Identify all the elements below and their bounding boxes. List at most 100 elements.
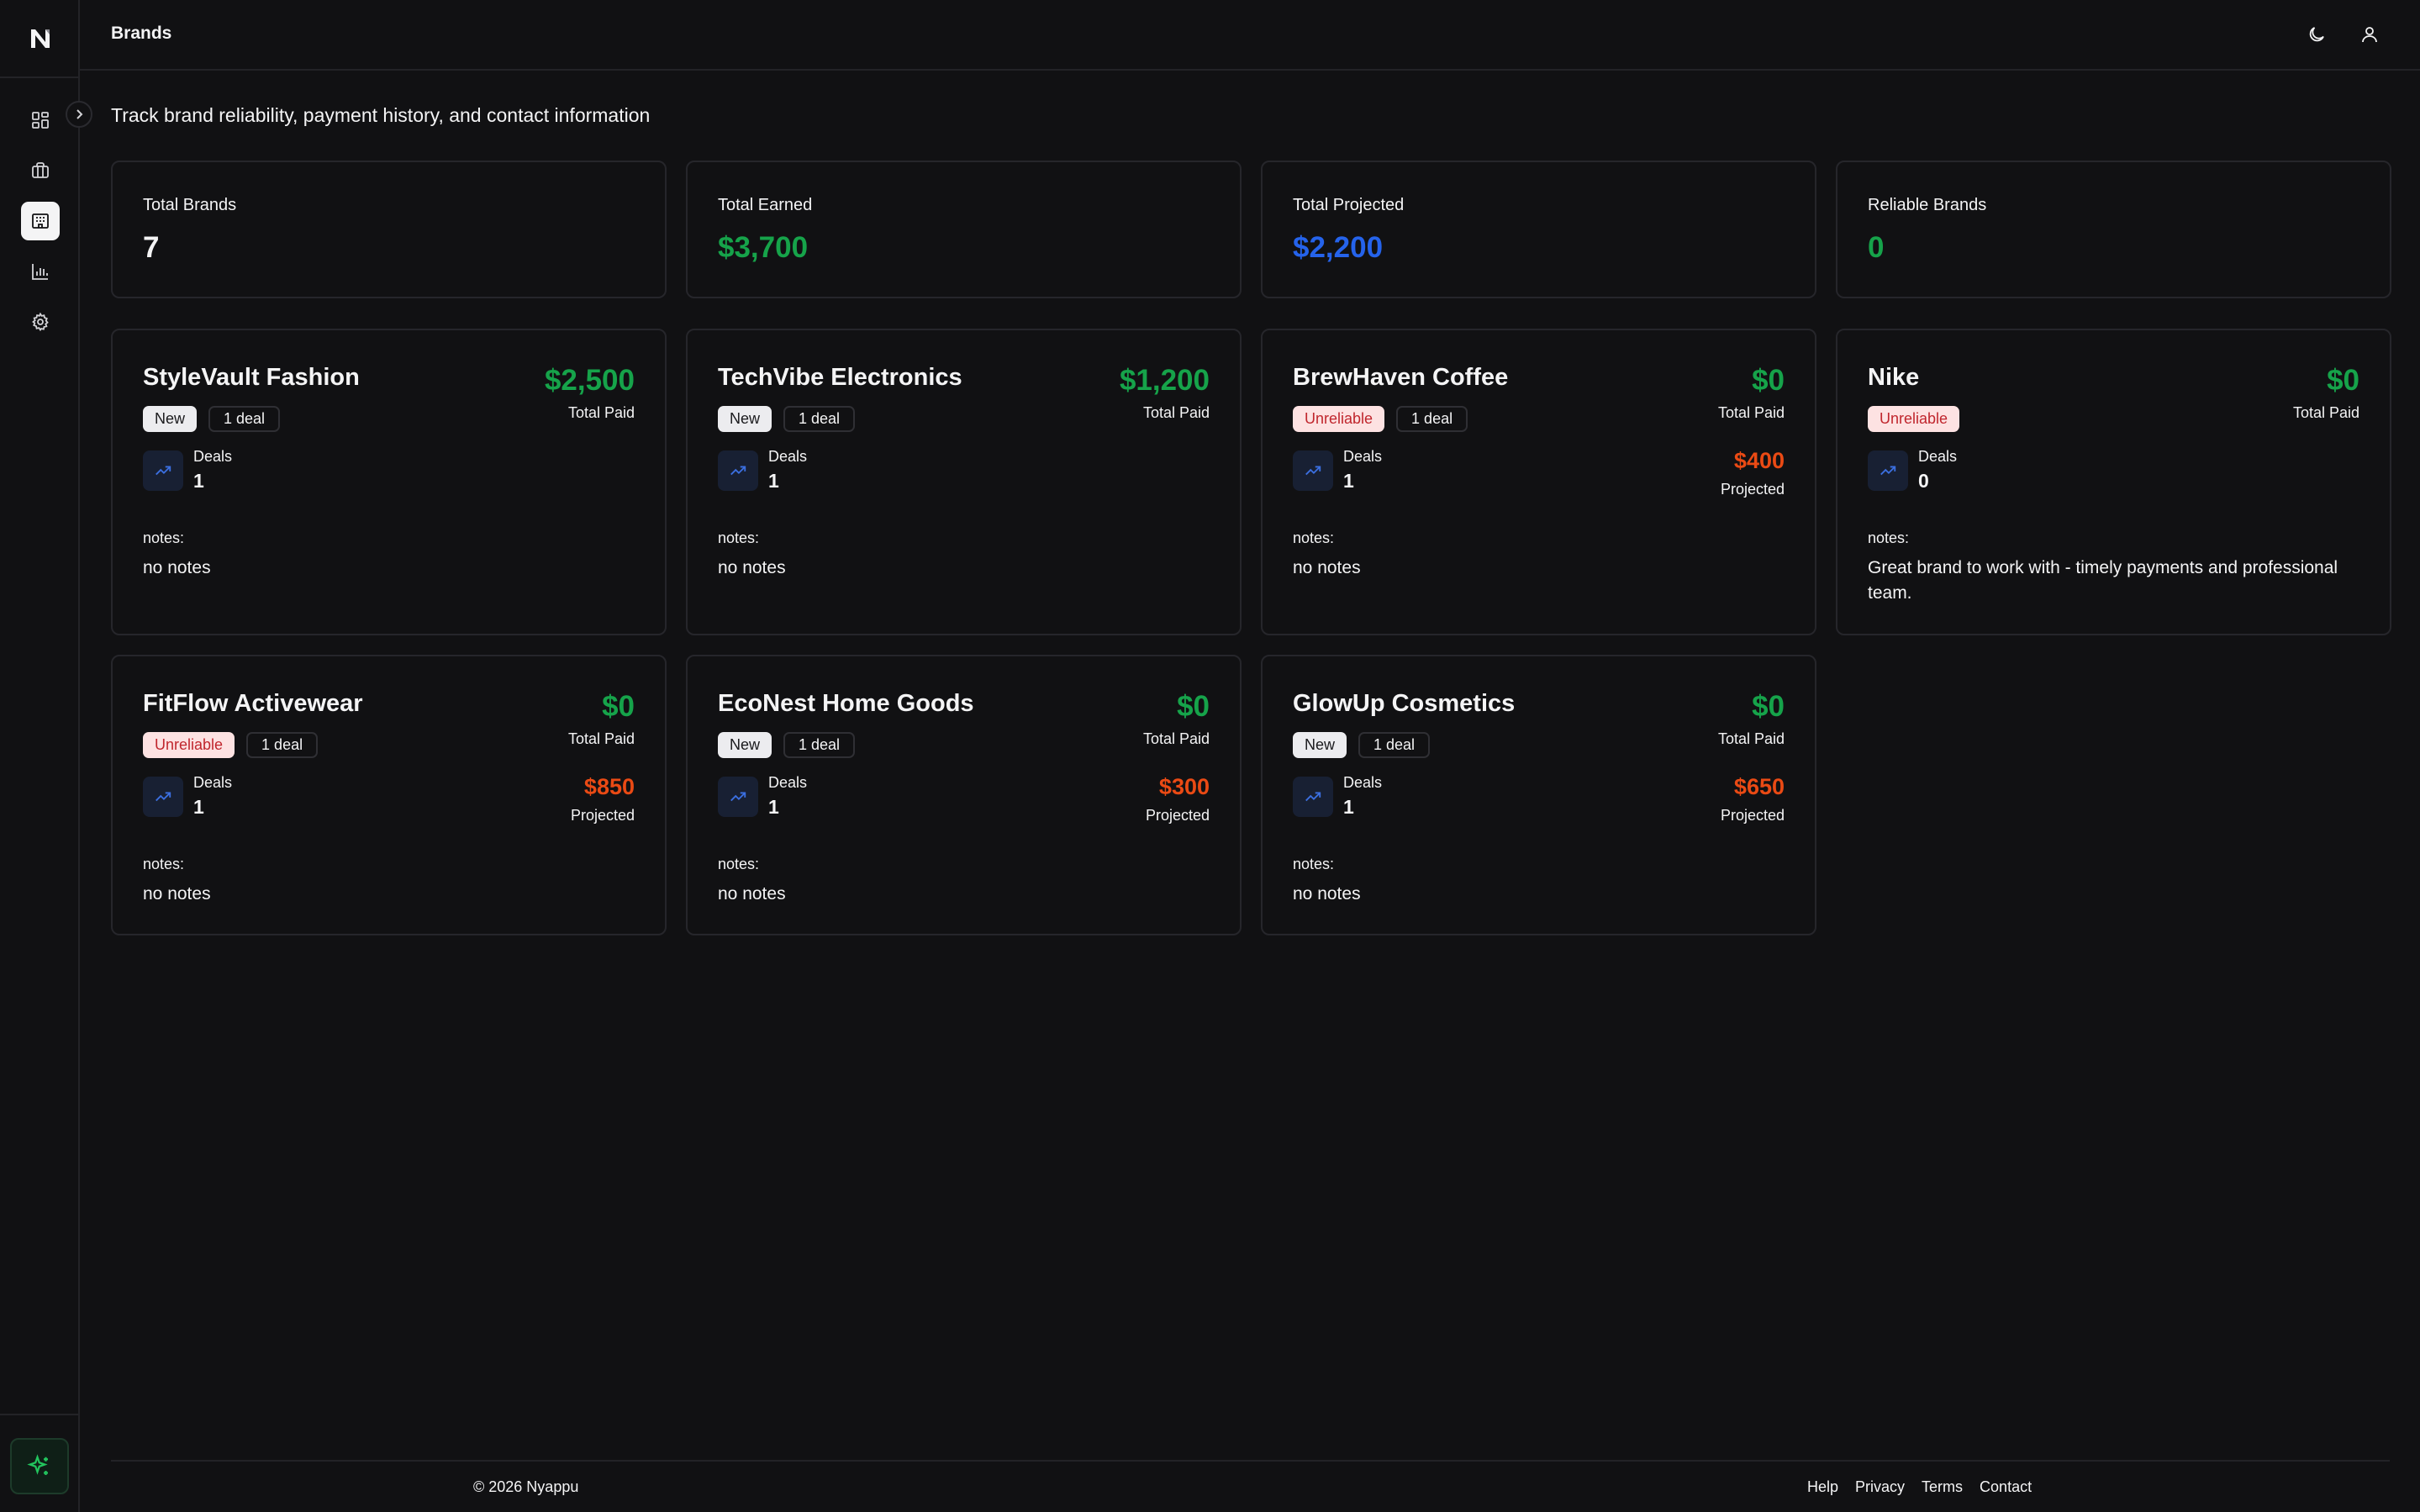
total-paid-value: $0: [1752, 364, 1785, 397]
brand-name: TechVibe Electronics: [718, 364, 962, 391]
deals-label: Deals: [1343, 448, 1383, 465]
deals-label: Deals: [193, 774, 233, 791]
footer-links: Help Privacy Terms Contact: [1807, 1478, 2032, 1496]
total-paid-value: $0: [2327, 364, 2359, 397]
brand-name: StyleVault Fashion: [143, 364, 360, 391]
footer-link-privacy[interactable]: Privacy: [1855, 1478, 1906, 1495]
stat-label: Total Brands: [143, 196, 237, 214]
stat-value: $2,200: [1293, 231, 1384, 264]
briefcase-icon: [32, 162, 49, 178]
brand-card-glowup-cosmetics[interactable]: GlowUp Cosmetics New 1 deal Deals 1 note…: [1261, 655, 1816, 935]
status-badge: New: [718, 406, 772, 432]
footer: © 2026 Nyappu Help Privacy Terms Contact: [111, 1460, 2390, 1512]
stat-value: 7: [143, 231, 160, 264]
user-icon: [2362, 27, 2377, 43]
stat-card-total-earned: Total Earned $3,700: [686, 161, 1242, 298]
stat-label: Total Projected: [1293, 196, 1405, 214]
trending-up-icon: [718, 450, 758, 491]
gear-icon: [32, 312, 49, 332]
status-badge: New: [718, 732, 772, 758]
trending-up-icon: [1293, 450, 1333, 491]
deal-count-badge: 1 deal: [1396, 406, 1468, 432]
brand-badges: Unreliable 1 deal: [143, 732, 319, 758]
user-menu-button[interactable]: [2357, 22, 2382, 47]
deals-label: Deals: [1918, 448, 1958, 465]
projected-label: Projected: [1720, 481, 1785, 498]
total-paid-label: Total Paid: [1717, 730, 1785, 747]
sparkles-icon: [27, 1453, 48, 1475]
projected-value: $300: [1158, 774, 1210, 799]
sidebar-item-dashboard[interactable]: [21, 101, 60, 140]
sidebar-bottom: [0, 1414, 80, 1512]
stat-card-total-brands: Total Brands 7: [111, 161, 667, 298]
brand-card-brewhaven-coffee[interactable]: BrewHaven Coffee Unreliable 1 deal Deals…: [1261, 329, 1816, 635]
projected-value: $650: [1733, 774, 1785, 799]
trending-up-icon: [143, 777, 183, 817]
theme-toggle-button[interactable]: [2304, 22, 2329, 47]
page-subtitle: Track brand reliability, payment history…: [111, 104, 651, 126]
deal-count-badge: 1 deal: [208, 406, 281, 432]
footer-link-contact[interactable]: Contact: [1980, 1478, 2032, 1495]
deals-value: 1: [193, 470, 204, 492]
projected-label: Projected: [570, 807, 635, 824]
app-logo[interactable]: [0, 0, 80, 78]
deal-count-badge: 1 deal: [783, 732, 856, 758]
total-paid-label: Total Paid: [2292, 404, 2359, 421]
brand-card-techvibe-electronics[interactable]: TechVibe Electronics New 1 deal Deals 1 …: [686, 329, 1242, 635]
deals-value: 1: [1343, 470, 1354, 492]
deals-value: 1: [768, 796, 779, 818]
notes-label: notes:: [143, 529, 185, 546]
sidebar-item-settings[interactable]: [21, 303, 60, 341]
deals-value: 1: [768, 470, 779, 492]
stat-value: 0: [1868, 231, 1885, 264]
sidebar-expand-button[interactable]: [66, 101, 92, 128]
status-badge: Unreliable: [143, 732, 235, 758]
notes-label: notes:: [143, 856, 185, 872]
brand-name: Nike: [1868, 364, 1920, 391]
notes-label: notes:: [1868, 529, 1910, 546]
total-paid-label: Total Paid: [1717, 404, 1785, 421]
deals-value: 1: [193, 796, 204, 818]
stat-card-reliable-brands: Reliable Brands 0: [1836, 161, 2391, 298]
status-badge: Unreliable: [1293, 406, 1385, 432]
brand-badges: New 1 deal: [143, 406, 281, 432]
stat-value: $3,700: [718, 231, 809, 264]
footer-link-help[interactable]: Help: [1807, 1478, 1839, 1495]
notes-text: no notes: [718, 558, 786, 577]
sidebar-item-analytics[interactable]: [21, 252, 60, 291]
ai-assistant-button[interactable]: [10, 1438, 69, 1494]
total-paid-label: Total Paid: [1142, 404, 1210, 421]
brand-card-nike[interactable]: Nike Unreliable Deals 0 notes: Great bra…: [1836, 329, 2391, 635]
total-paid-value: $1,200: [1119, 364, 1210, 397]
deals-label: Deals: [768, 774, 808, 791]
notes-text: no notes: [1293, 884, 1361, 904]
brand-card-fitflow-activewear[interactable]: FitFlow Activewear Unreliable 1 deal Dea…: [111, 655, 667, 935]
sidebar-item-brands[interactable]: [21, 202, 60, 240]
brand-name: EcoNest Home Goods: [718, 690, 974, 717]
building-icon: [32, 213, 49, 229]
brand-card-econest-home-goods[interactable]: EcoNest Home Goods New 1 deal Deals 1 no…: [686, 655, 1242, 935]
deals-label: Deals: [1343, 774, 1383, 791]
brand-card-stylevault-fashion[interactable]: StyleVault Fashion New 1 deal Deals 1 no…: [111, 329, 667, 635]
footer-link-terms[interactable]: Terms: [1922, 1478, 1964, 1495]
stat-label: Reliable Brands: [1868, 196, 1987, 214]
moon-icon: [2309, 27, 2324, 42]
trending-up-icon: [1868, 450, 1908, 491]
notes-text: no notes: [143, 884, 211, 904]
projected-label: Projected: [1720, 807, 1785, 824]
notes-label: notes:: [718, 856, 760, 872]
projected-value: $400: [1733, 448, 1785, 473]
trending-up-icon: [1293, 777, 1333, 817]
status-badge: New: [143, 406, 198, 432]
stat-card-total-projected: Total Projected $2,200: [1261, 161, 1816, 298]
total-paid-value: $0: [602, 690, 635, 723]
deal-count-badge: 1 deal: [246, 732, 319, 758]
total-paid-label: Total Paid: [1142, 730, 1210, 747]
dashboard-icon: [32, 112, 49, 129]
trending-up-icon: [718, 777, 758, 817]
deals-label: Deals: [193, 448, 233, 465]
notes-label: notes:: [718, 529, 760, 546]
projected-value: $850: [583, 774, 635, 799]
total-paid-value: $2,500: [544, 364, 635, 397]
sidebar-item-deals[interactable]: [21, 151, 60, 190]
